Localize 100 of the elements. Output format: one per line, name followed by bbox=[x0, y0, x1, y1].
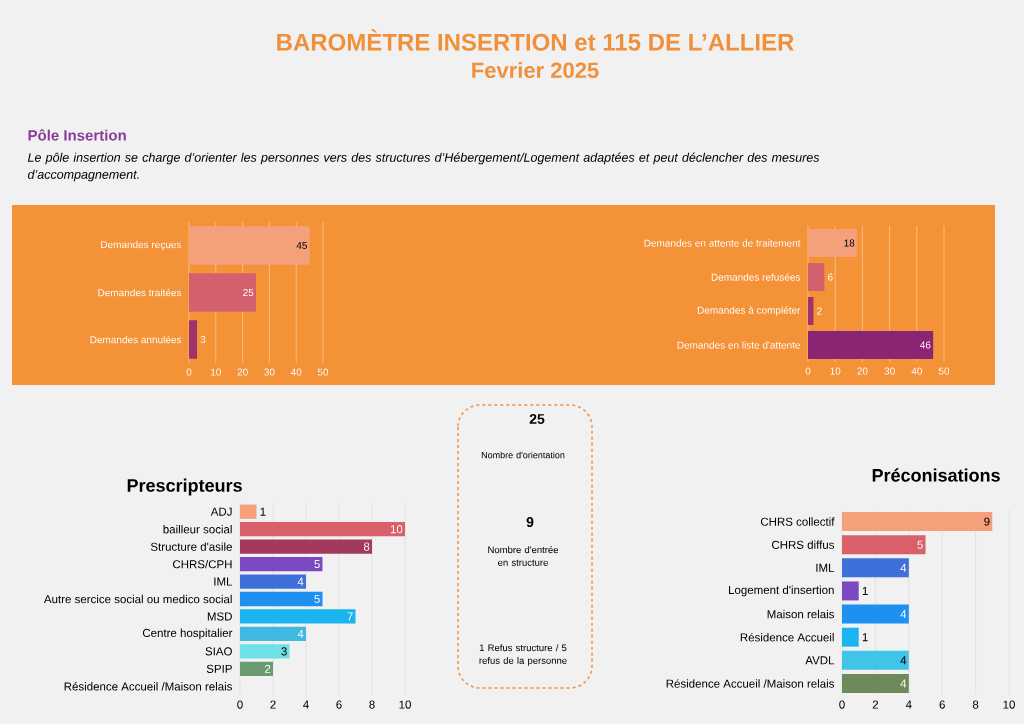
bar bbox=[842, 535, 926, 555]
data-label: 9 bbox=[984, 517, 990, 526]
bar bbox=[240, 661, 273, 676]
y-tick-label: Résidence Accueil /Maison relais bbox=[64, 681, 233, 691]
x-tick-label: 4 bbox=[303, 700, 309, 709]
text: Nombre d'orientation bbox=[481, 451, 565, 459]
x-tick-label: 10 bbox=[830, 367, 841, 375]
y-tick-label: Demandes en attente de traitement bbox=[644, 239, 801, 247]
y-tick-label: IML bbox=[214, 577, 233, 586]
chart-title: Prescripteurs bbox=[127, 478, 242, 496]
bar bbox=[842, 673, 909, 693]
y-tick-label: CHRS diffus bbox=[772, 540, 835, 549]
x-tick-label: 0 bbox=[839, 700, 845, 709]
data-label: 4 bbox=[900, 563, 907, 572]
x-tick-label: 20 bbox=[857, 367, 868, 375]
data-label: 4 bbox=[297, 577, 304, 586]
x-tick-label: 8 bbox=[972, 700, 979, 709]
text: 9 bbox=[526, 517, 534, 527]
data-label: 10 bbox=[390, 525, 403, 534]
bar bbox=[808, 229, 857, 257]
bar bbox=[842, 558, 909, 578]
bar bbox=[240, 504, 257, 519]
y-tick-label: SPIP bbox=[206, 664, 232, 673]
x-tick-label: 10 bbox=[399, 700, 411, 709]
chart-title: Préconisations bbox=[872, 468, 1000, 482]
x-tick-label: 40 bbox=[290, 368, 302, 376]
x-tick-label: 6 bbox=[336, 700, 342, 709]
y-tick-label: Demandes en liste d'attente bbox=[677, 341, 800, 349]
text: 1 Refus structure / 5 refus de la personne bbox=[479, 644, 567, 666]
y-tick-label: Demandes à compléter bbox=[697, 306, 801, 316]
y-tick-label: Centre hospitalier bbox=[142, 628, 233, 640]
y-tick-label: Résidence Accueil /Maison relais bbox=[666, 679, 835, 688]
bar bbox=[240, 609, 356, 624]
bar bbox=[808, 263, 825, 291]
data-label: 8 bbox=[363, 542, 370, 551]
bar bbox=[842, 512, 993, 532]
x-tick-label: 2 bbox=[872, 700, 879, 709]
y-tick-label: Demandes traitées bbox=[98, 288, 182, 297]
text: Nombre d'entrée en structure bbox=[488, 546, 559, 566]
y-tick-label: MSD bbox=[207, 612, 232, 621]
x-tick-label: 30 bbox=[264, 368, 275, 376]
data-label: 1 bbox=[862, 586, 868, 595]
bar bbox=[842, 604, 909, 624]
x-tick-label: 2 bbox=[270, 700, 276, 709]
x-tick-label: 10 bbox=[1003, 700, 1015, 709]
y-tick-label: SIAO bbox=[205, 647, 232, 656]
y-tick-label: AVDL bbox=[805, 656, 835, 665]
bar bbox=[842, 581, 859, 601]
x-tick-label: 40 bbox=[911, 367, 922, 375]
y-tick-label: Logement d'insertion bbox=[729, 585, 834, 597]
bar bbox=[240, 591, 323, 607]
data-label: 25 bbox=[243, 288, 254, 297]
x-tick-label: 50 bbox=[317, 368, 329, 376]
y-tick-label: Demandes reçues bbox=[101, 240, 182, 251]
data-label: 18 bbox=[844, 239, 855, 247]
x-tick-label: 0 bbox=[237, 700, 243, 709]
y-tick-label: IML bbox=[816, 563, 835, 572]
text: Le pôle insertion se charge d’orienter les personnes vers des structures d’Hébergement/Logement adaptées et peut déclencher des mesures d’accompagnement. bbox=[27, 152, 820, 182]
data-label: 46 bbox=[920, 341, 931, 349]
data-label: 5 bbox=[917, 540, 923, 549]
text: 25 bbox=[529, 414, 545, 424]
bar bbox=[189, 226, 310, 265]
y-tick-label: CHRS collectif bbox=[760, 517, 835, 526]
x-tick-label: 30 bbox=[884, 367, 895, 375]
bar bbox=[189, 273, 256, 312]
bar bbox=[240, 644, 290, 659]
text: Pôle Insertion bbox=[28, 129, 126, 141]
data-label: 5 bbox=[314, 560, 320, 569]
bar bbox=[842, 627, 859, 647]
y-tick-label: Demandes annulées bbox=[90, 335, 182, 344]
y-tick-label: Résidence Accueil bbox=[740, 632, 834, 642]
bar bbox=[842, 650, 909, 670]
x-tick-label: 0 bbox=[186, 368, 192, 376]
data-label: 2 bbox=[817, 307, 822, 315]
data-label: 4 bbox=[297, 629, 304, 638]
bar bbox=[240, 556, 323, 572]
bar bbox=[240, 574, 307, 589]
x-tick-label: 6 bbox=[939, 700, 945, 709]
data-label: 7 bbox=[347, 612, 353, 621]
x-tick-label: 50 bbox=[938, 367, 950, 375]
y-tick-label: Structure d'asile bbox=[150, 542, 232, 551]
x-tick-label: 0 bbox=[805, 367, 811, 375]
bar bbox=[240, 522, 405, 537]
text: Fevrier 2025 bbox=[472, 61, 599, 79]
data-label: 1 bbox=[260, 507, 266, 516]
data-label: 4 bbox=[900, 656, 907, 665]
data-label: 4 bbox=[900, 679, 907, 688]
bar bbox=[240, 539, 373, 554]
text: BAROMÈTRE INSERTION et 115 DE L’ALLIER bbox=[277, 29, 794, 51]
y-tick-label: Autre sercice social ou medico social bbox=[43, 594, 232, 604]
bar bbox=[189, 320, 198, 359]
bar bbox=[240, 626, 307, 642]
x-tick-label: 10 bbox=[211, 368, 221, 376]
data-label: 5 bbox=[314, 595, 320, 604]
data-label: 45 bbox=[296, 242, 307, 249]
x-tick-label: 4 bbox=[905, 700, 912, 709]
y-tick-label: CHRS/CPH bbox=[172, 559, 232, 569]
x-tick-label: 8 bbox=[369, 700, 375, 709]
data-label: 2 bbox=[264, 664, 271, 673]
data-label: 4 bbox=[900, 610, 907, 619]
